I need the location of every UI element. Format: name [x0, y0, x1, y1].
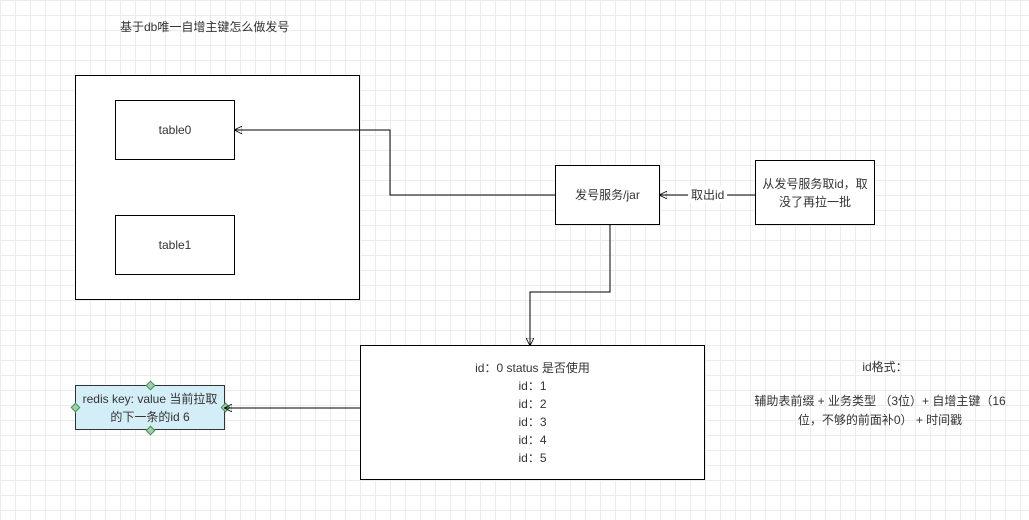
- edge-service-to-idlist: [530, 225, 610, 345]
- node-client: 从发号服务取id，取没了再拉一批: [755, 160, 875, 225]
- id-list-line: id：3: [518, 413, 546, 431]
- id-list-line: id：4: [518, 431, 546, 449]
- id-format-body: 辅助表前缀 + 业务类型 （3位）+ 自增主键（16位，不够的前面补0） + 时…: [750, 392, 1010, 430]
- id-format-title: id格式：: [800, 358, 970, 377]
- node-service-label: 发号服务/jar: [575, 186, 640, 204]
- id-list-line: id：2: [518, 395, 546, 413]
- node-table1-label: table1: [159, 236, 192, 254]
- node-table1: table1: [115, 215, 235, 275]
- node-id-list: id：0 status 是否使用 id：1 id：2 id：3 id：4 id：…: [360, 345, 705, 480]
- edge-label-client-to-service: 取出id: [688, 186, 727, 203]
- node-service: 发号服务/jar: [555, 165, 660, 225]
- node-table0: table0: [115, 100, 235, 160]
- node-client-label: 从发号服务取id，取没了再拉一批: [760, 175, 870, 211]
- id-list-line: id：5: [518, 449, 546, 467]
- diagram-title: 基于db唯一自增主键怎么做发号: [120, 18, 380, 37]
- node-redis-label: redis key: value 当前拉取的下一条的id 6: [80, 390, 220, 426]
- node-table0-label: table0: [159, 121, 192, 139]
- id-list-line: id：0 status 是否使用: [475, 359, 590, 377]
- id-list-line: id：1: [518, 377, 546, 395]
- node-redis[interactable]: redis key: value 当前拉取的下一条的id 6: [75, 385, 225, 430]
